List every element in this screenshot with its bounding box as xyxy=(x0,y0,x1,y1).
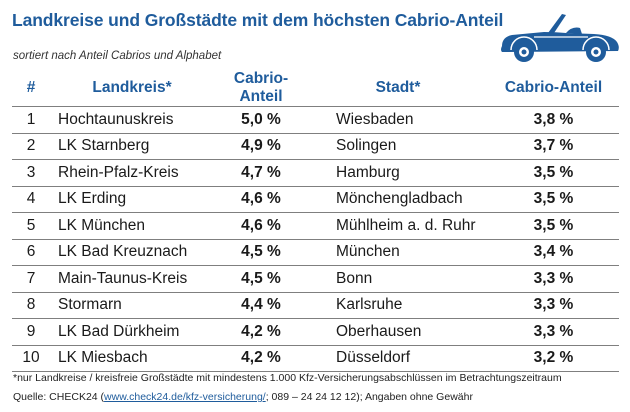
district-cell: LK Erding xyxy=(50,186,214,213)
source-link[interactable]: www.check24.de/kfz-versicherung/ xyxy=(104,391,266,403)
share-city-cell: 3,5 % xyxy=(488,186,619,213)
rank-cell: 8 xyxy=(12,292,50,319)
convertible-car-icon xyxy=(501,14,619,62)
chart-title: Landkreise und Großstädte mit dem höchst… xyxy=(12,10,504,30)
district-cell: LK Miesbach xyxy=(50,345,214,372)
rank-cell: 6 xyxy=(12,239,50,266)
city-cell: Mönchengladbach xyxy=(308,186,488,213)
footnote: *nur Landkreise / kreisfreie Großstädte … xyxy=(13,372,562,384)
rank-cell: 3 xyxy=(12,159,50,187)
table-header-row: # Landkreis* Cabrio-Anteil Stadt* Cabrio… xyxy=(12,70,619,107)
city-cell: Solingen xyxy=(308,133,488,160)
header-share-district: Cabrio-Anteil xyxy=(214,70,308,107)
share-district-cell: 4,2 % xyxy=(214,318,308,346)
share-city-cell: 3,2 % xyxy=(488,345,619,372)
table-row: 9 LK Bad Dürkheim 4,2 % Oberhausen 3,3 % xyxy=(12,318,619,346)
ranking-table: # Landkreis* Cabrio-Anteil Stadt* Cabrio… xyxy=(12,70,619,372)
share-city-cell: 3,3 % xyxy=(488,318,619,346)
city-cell: Wiesbaden xyxy=(308,106,488,134)
city-cell: Bonn xyxy=(308,265,488,293)
rank-cell: 4 xyxy=(12,186,50,213)
district-cell: Hochtaunuskreis xyxy=(50,106,214,134)
city-cell: Düsseldorf xyxy=(308,345,488,372)
share-district-cell: 4,7 % xyxy=(214,159,308,187)
table-row: 10 LK Miesbach 4,2 % Düsseldorf 3,2 % xyxy=(12,345,619,372)
share-district-cell: 4,4 % xyxy=(214,292,308,319)
city-cell: Oberhausen xyxy=(308,318,488,346)
table-row: 7 Main-Taunus-Kreis 4,5 % Bonn 3,3 % xyxy=(12,265,619,293)
share-city-cell: 3,8 % xyxy=(488,106,619,134)
share-district-cell: 4,5 % xyxy=(214,265,308,293)
table-body: 1 Hochtaunuskreis 5,0 % Wiesbaden 3,8 % 2 LK S… xyxy=(12,106,619,372)
table-row: 2 LK Starnberg 4,9 % Solingen 3,7 % xyxy=(12,133,619,160)
chart-subtitle: sortiert nach Anteil Cabrios und Alphabe… xyxy=(13,50,222,62)
share-city-cell: 3,5 % xyxy=(488,212,619,240)
district-cell: LK Starnberg xyxy=(50,133,214,160)
table-row: 8 Stormarn 4,4 % Karlsruhe 3,3 % xyxy=(12,292,619,319)
rank-cell: 5 xyxy=(12,212,50,240)
city-cell: Karlsruhe xyxy=(308,292,488,319)
rank-cell: 2 xyxy=(12,133,50,160)
rank-cell: 1 xyxy=(12,106,50,134)
share-district-cell: 4,9 % xyxy=(214,133,308,160)
city-cell: München xyxy=(308,239,488,266)
share-district-cell: 4,6 % xyxy=(214,186,308,213)
table-row: 4 LK Erding 4,6 % Mönchengladbach 3,5 % xyxy=(12,186,619,213)
table-row: 3 Rhein-Pfalz-Kreis 4,7 % Hamburg 3,5 % xyxy=(12,159,619,187)
share-city-cell: 3,5 % xyxy=(488,159,619,187)
table-row: 1 Hochtaunuskreis 5,0 % Wiesbaden 3,8 % xyxy=(12,106,619,134)
rank-cell: 10 xyxy=(12,345,50,372)
district-cell: Main-Taunus-Kreis xyxy=(50,265,214,293)
table-row: 5 LK München 4,6 % Mühlheim a. d. Ruhr 3,5 % xyxy=(12,212,619,240)
share-district-cell: 4,5 % xyxy=(214,239,308,266)
rank-cell: 9 xyxy=(12,318,50,346)
share-city-cell: 3,3 % xyxy=(488,265,619,293)
share-city-cell: 3,7 % xyxy=(488,133,619,160)
district-cell: LK München xyxy=(50,212,214,240)
share-district-cell: 5,0 % xyxy=(214,106,308,134)
header-share-city: Cabrio-Anteil xyxy=(488,70,619,107)
header-rank: # xyxy=(12,70,50,107)
share-city-cell: 3,4 % xyxy=(488,239,619,266)
share-district-cell: 4,2 % xyxy=(214,345,308,372)
district-cell: Rhein-Pfalz-Kreis xyxy=(50,159,214,187)
district-cell: Stormarn xyxy=(50,292,214,319)
share-city-cell: 3,3 % xyxy=(488,292,619,319)
source-suffix: ; 089 – 24 24 12 12); Angaben ohne Gewäh… xyxy=(265,391,473,403)
district-cell: LK Bad Kreuznach xyxy=(50,239,214,266)
share-district-cell: 4,6 % xyxy=(214,212,308,240)
header-city: Stadt* xyxy=(308,70,488,107)
header-district: Landkreis* xyxy=(50,70,214,107)
table-row: 6 LK Bad Kreuznach 4,5 % München 3,4 % xyxy=(12,239,619,266)
source-line: Quelle: CHECK24 (www.check24.de/kfz-vers… xyxy=(13,391,473,403)
rank-cell: 7 xyxy=(12,265,50,293)
city-cell: Hamburg xyxy=(308,159,488,187)
district-cell: LK Bad Dürkheim xyxy=(50,318,214,346)
city-cell: Mühlheim a. d. Ruhr xyxy=(308,212,488,240)
source-prefix: Quelle: CHECK24 ( xyxy=(13,391,105,403)
